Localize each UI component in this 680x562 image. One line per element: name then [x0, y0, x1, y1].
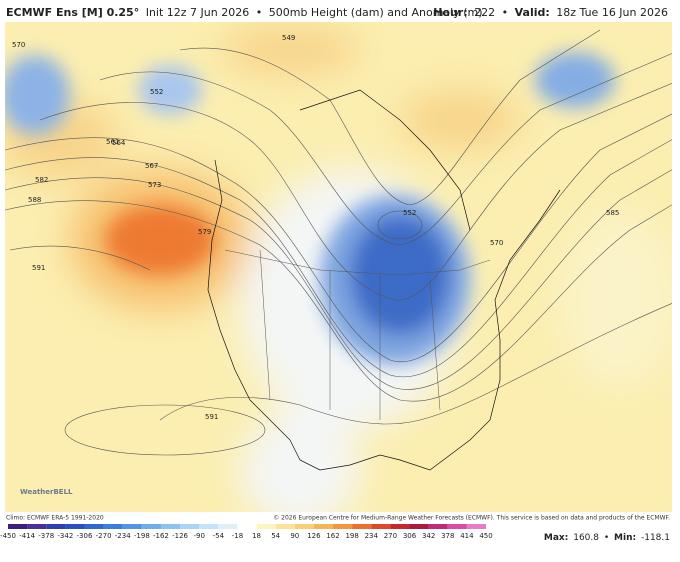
colorbar-cell: [8, 524, 28, 529]
colorbar-cell: [313, 524, 334, 529]
colorbar-cell: [428, 524, 448, 529]
colorbar-tick: 270: [384, 532, 397, 540]
colorbar-cell: [199, 524, 219, 529]
colorbar-tick: 414: [460, 532, 474, 540]
product: 500mb Height (dam) and Anomaly (m): [269, 6, 483, 19]
contour-label: 591: [32, 264, 45, 272]
colorbar-tick: 162: [326, 532, 339, 540]
contour-label: 588: [28, 196, 41, 204]
colorbar-cell: [447, 524, 467, 529]
colorbar-tick: -270: [96, 532, 112, 540]
colorbar: -450 -414 -378 -342 -306 -270 -234 -198 -162 -126…: [0, 524, 493, 540]
colorbar-cell: [256, 524, 276, 529]
stats: Max: 160.8 • Min: -118.1: [544, 533, 670, 543]
init: Init 12z 7 Jun 2026: [146, 6, 250, 19]
contour-label: 570: [490, 239, 503, 247]
coastlines: [207, 89, 561, 471]
colorbar-tick: 306: [403, 532, 417, 540]
colorbar-tick: 90: [290, 532, 299, 540]
min-label: Min:: [614, 533, 636, 543]
colorbar-tick: 234: [365, 532, 379, 540]
colorbar-cell: [409, 524, 429, 529]
colorbar-cell: [46, 524, 66, 529]
climo: Climo: ECMWF ERA-5 1991-2020: [6, 515, 104, 522]
contour-label: 573: [148, 181, 161, 189]
logo: WeatherBELL: [20, 488, 73, 496]
colorbar-tick: -126: [172, 532, 188, 540]
contour-label: 582: [35, 176, 48, 184]
colorbar-cell: [65, 524, 85, 529]
contour-label: 549: [282, 34, 295, 42]
min: -118.1: [641, 533, 670, 543]
colorbar-cell: [27, 524, 47, 529]
colorbar-tick: 378: [441, 532, 454, 540]
contour-label: 570: [12, 41, 25, 49]
colorbar-cell: [160, 524, 181, 529]
colorbar-cell: [237, 524, 257, 529]
colorbar-cell: [141, 524, 161, 529]
colorbar-tick: 450: [479, 532, 492, 540]
contour-label: 567: [145, 162, 158, 170]
colorbar-cell: [352, 524, 372, 529]
copyright: © 2026 European Centre for Medium-Range …: [273, 515, 670, 522]
valid-label: Valid:: [515, 6, 550, 19]
header-right: Hour: 222 • Valid: 18z Tue 16 Jun 2026: [433, 6, 668, 19]
colorbar-tick: 342: [422, 532, 435, 540]
borders: [224, 249, 491, 420]
colorbar-tick: -162: [153, 532, 169, 540]
max-label: Max:: [544, 533, 568, 543]
colorbar-tick: -90: [193, 532, 204, 540]
hour-label: Hour:: [433, 6, 467, 19]
header: ECMWF Ens [M] 0.25° Init 12z 7 Jun 2026 …: [6, 6, 668, 19]
contour-label: 552: [150, 88, 163, 96]
colorbar-cell: [180, 524, 200, 529]
colorbar-cell: [466, 524, 486, 529]
colorbar-cell: [122, 524, 142, 529]
colorbar-tick: -54: [213, 532, 225, 540]
contour-label: 561: [106, 138, 119, 146]
colorbar-cell: [218, 524, 238, 529]
colorbar-cell: [275, 524, 295, 529]
colorbar-tick: -414: [19, 532, 35, 540]
contour-label: 591: [205, 413, 218, 421]
max: 160.8: [573, 533, 599, 543]
colorbar-tick: -450: [0, 532, 16, 540]
colorbar-tick: 198: [345, 532, 358, 540]
colorbar-tick: -378: [38, 532, 54, 540]
contour-label: 564: [112, 139, 126, 147]
hour: 222: [474, 6, 495, 19]
colorbar-tick: -306: [77, 532, 93, 540]
contour-label: 585: [606, 209, 619, 217]
colorbar-tick: -198: [134, 532, 150, 540]
valid: 18z Tue 16 Jun 2026: [556, 6, 668, 19]
header-left: ECMWF Ens [M] 0.25° Init 12z 7 Jun 2026 …: [6, 6, 483, 19]
colorbar-tick: -234: [115, 532, 131, 540]
colorbar-tick: -18: [232, 532, 243, 540]
contours: [5, 29, 672, 456]
model: ECMWF Ens [M] 0.25°: [6, 6, 139, 19]
colorbar-tick: -342: [57, 532, 73, 540]
colorbar-tick: 126: [307, 532, 321, 540]
colorbar-cell: [390, 524, 410, 529]
contour-label: 579: [198, 228, 211, 236]
contour-label: 552: [403, 209, 416, 217]
colorbar-cell: [294, 524, 314, 529]
colorbar-tick: 18: [252, 532, 261, 540]
colorbar-cell: [103, 524, 123, 529]
colorbar-cell: [333, 524, 353, 529]
colorbar-tick: 54: [271, 532, 280, 540]
colorbar-cell: [371, 524, 391, 529]
colorbar-cell: [84, 524, 104, 529]
